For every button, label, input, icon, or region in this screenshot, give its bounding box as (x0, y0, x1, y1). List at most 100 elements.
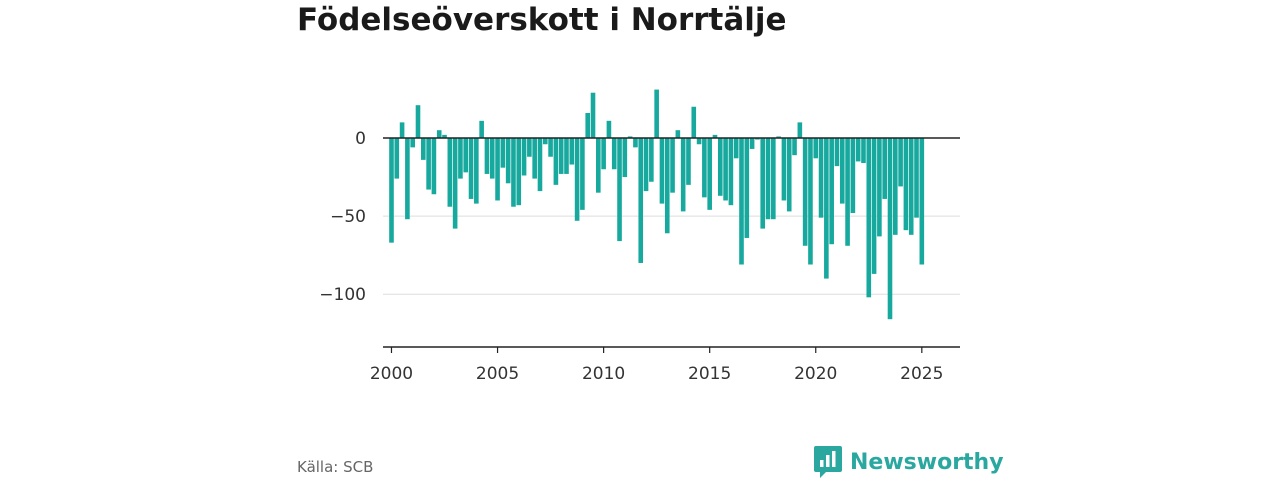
bar (394, 138, 400, 179)
bar (574, 138, 580, 221)
bar (675, 130, 681, 138)
chart-title: Födelseöverskott i Norrtälje (297, 2, 787, 38)
bar (664, 138, 670, 234)
x-tick-label: 2010 (582, 364, 625, 384)
x-tick-label: 2000 (370, 364, 413, 384)
bar (474, 138, 479, 204)
x-tick-label: 2015 (688, 364, 731, 384)
bar (771, 138, 776, 220)
bar (489, 138, 495, 179)
bar (442, 134, 447, 138)
bar (500, 138, 506, 168)
bar (845, 138, 850, 246)
bar (633, 138, 638, 148)
gridlines (383, 215, 960, 295)
bar (749, 138, 755, 149)
bar-chart: 0 −50 −100 2000 2005 2010 2015 2020 2025 (319, 89, 960, 384)
bar (659, 138, 665, 204)
bar (527, 138, 532, 157)
bar (707, 138, 712, 210)
bar (717, 138, 723, 196)
bar (808, 138, 813, 265)
source-note: Källa: SCB (297, 458, 374, 476)
bar (871, 138, 877, 274)
bar (908, 138, 914, 235)
bar (739, 138, 744, 265)
bar (654, 89, 659, 138)
tick-labels: 0 −50 −100 2000 2005 2010 2015 2020 2025 (319, 129, 943, 384)
bar (866, 138, 872, 298)
bar (887, 138, 893, 320)
bar (601, 138, 606, 170)
bar (569, 138, 575, 165)
bar (564, 138, 569, 174)
bar (458, 138, 463, 179)
bar (505, 138, 511, 184)
bar (484, 138, 490, 174)
bar (421, 138, 426, 160)
bar (447, 138, 453, 207)
y-tick-label: −100 (319, 285, 366, 305)
bar (797, 122, 803, 138)
bar (399, 122, 405, 138)
bar (696, 138, 702, 145)
bar (903, 138, 909, 231)
bar (760, 138, 766, 229)
bar (744, 138, 750, 238)
bar (542, 138, 548, 145)
x-tick-label: 2020 (794, 364, 837, 384)
bar (861, 138, 866, 163)
bar (765, 138, 771, 220)
newsworthy-logo-icon (814, 446, 842, 478)
bar (452, 138, 458, 229)
bar (415, 105, 421, 138)
bar (728, 138, 734, 206)
bar (410, 138, 415, 148)
bar (877, 138, 882, 237)
bar (606, 120, 612, 138)
bar (919, 138, 925, 265)
bar (802, 138, 808, 246)
bar (680, 138, 686, 212)
bar (479, 120, 484, 138)
bar (781, 138, 787, 201)
bar (495, 138, 500, 201)
bar (590, 92, 596, 138)
bar (553, 138, 559, 185)
bar (792, 138, 797, 156)
bar (548, 138, 553, 157)
bar (622, 138, 628, 178)
bar (580, 138, 585, 210)
bar (585, 113, 591, 138)
bar (521, 138, 527, 176)
bar (463, 138, 469, 173)
bar (855, 138, 861, 162)
bar (824, 138, 829, 279)
bar (702, 138, 707, 198)
bar (691, 106, 697, 138)
bar (850, 138, 856, 213)
y-tick-label: 0 (355, 129, 366, 149)
bar (898, 138, 903, 187)
bar (893, 138, 898, 235)
bar (733, 138, 739, 159)
bar (686, 138, 691, 185)
bar (532, 138, 537, 179)
bar (834, 138, 840, 167)
bar (558, 138, 564, 174)
bar (431, 138, 437, 195)
bar (611, 138, 617, 170)
bar (537, 138, 543, 192)
bar (839, 138, 845, 204)
bar (468, 138, 474, 199)
bar (436, 130, 442, 138)
bar (516, 138, 522, 206)
x-tick-label: 2025 (900, 364, 943, 384)
bar (426, 138, 431, 190)
bar (511, 138, 516, 207)
bar (723, 138, 728, 201)
bars (389, 89, 925, 320)
bar (389, 138, 394, 243)
bar (813, 138, 819, 159)
axes (383, 137, 960, 353)
